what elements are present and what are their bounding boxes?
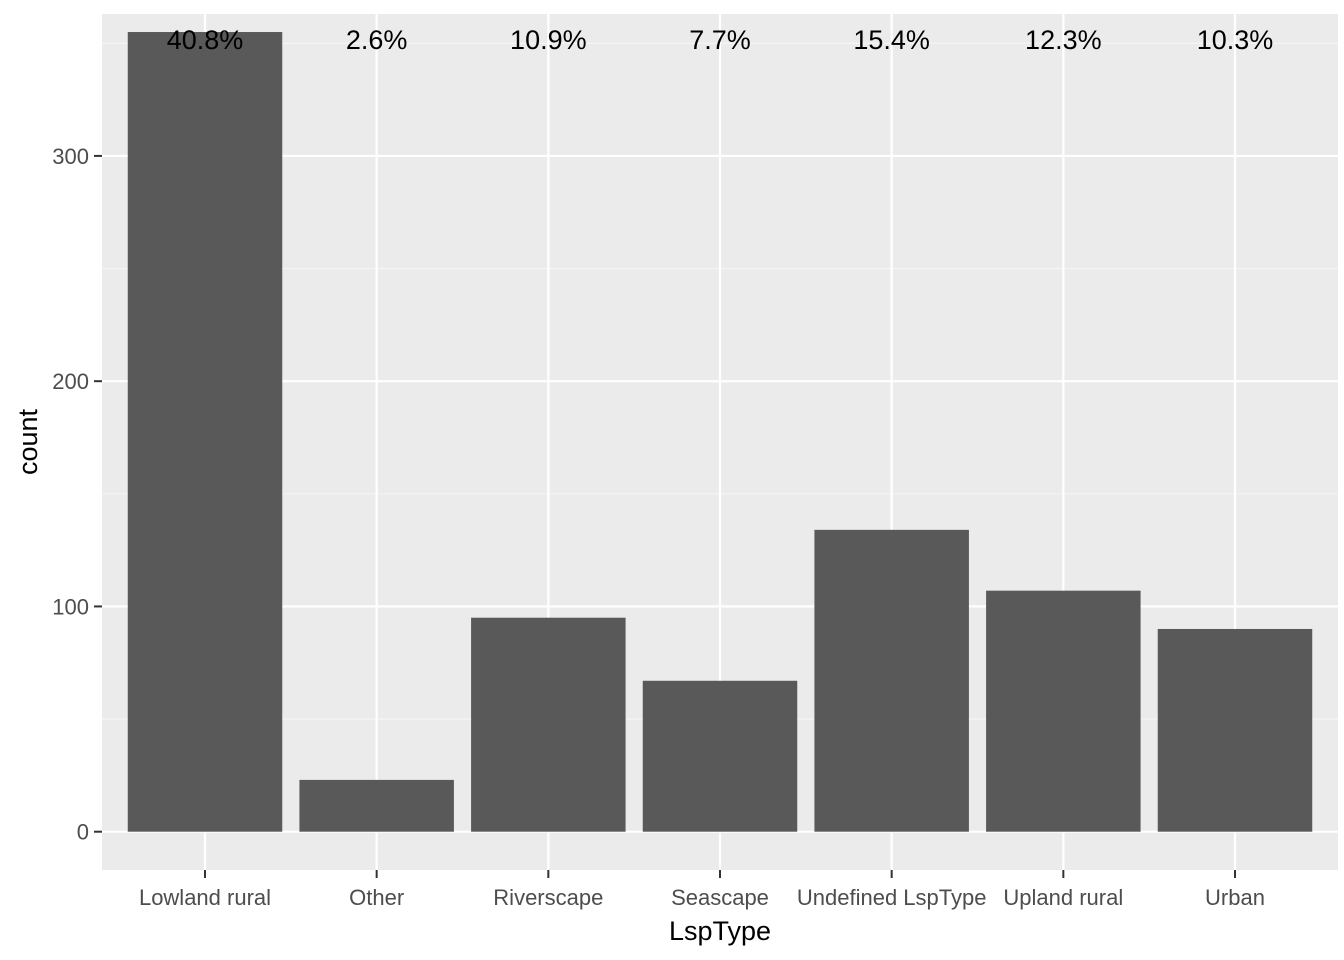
data-label: 10.3% [1197, 25, 1274, 55]
x-axis-title: LspType [669, 916, 771, 946]
y-tick-label: 200 [52, 369, 89, 394]
y-tick-label: 0 [77, 820, 89, 845]
bars [127, 32, 1313, 832]
bar [986, 590, 1141, 832]
data-label: 15.4% [853, 25, 930, 55]
x-tick-label: Urban [1205, 885, 1265, 910]
x-tick-label: Upland rural [1003, 885, 1123, 910]
data-label: 12.3% [1025, 25, 1102, 55]
y-tick-label: 300 [52, 144, 89, 169]
y-tick-label: 100 [52, 594, 89, 619]
bar [814, 529, 969, 832]
x-tick-label: Undefined LspType [797, 885, 987, 910]
y-axis: 0 100 200 300 [52, 144, 102, 845]
data-labels: 40.8% 2.6% 10.9% 7.7% 15.4% 12.3% 10.3% [167, 25, 1274, 55]
bar [299, 779, 454, 832]
x-tick-label: Riverscape [493, 885, 603, 910]
x-tick-label: Lowland rural [139, 885, 271, 910]
y-axis-title: count [13, 408, 43, 475]
x-axis: Lowland rural Other Riverscape Seascape Unde… [139, 870, 1265, 910]
bar [642, 680, 798, 832]
data-label: 2.6% [346, 25, 408, 55]
x-tick-label: Other [349, 885, 404, 910]
x-tick-label: Seascape [671, 885, 769, 910]
data-label: 40.8% [167, 25, 244, 55]
bar [471, 617, 626, 832]
data-label: 10.9% [510, 25, 587, 55]
data-label: 7.7% [689, 25, 751, 55]
bar [1157, 628, 1313, 832]
bar [127, 32, 283, 832]
